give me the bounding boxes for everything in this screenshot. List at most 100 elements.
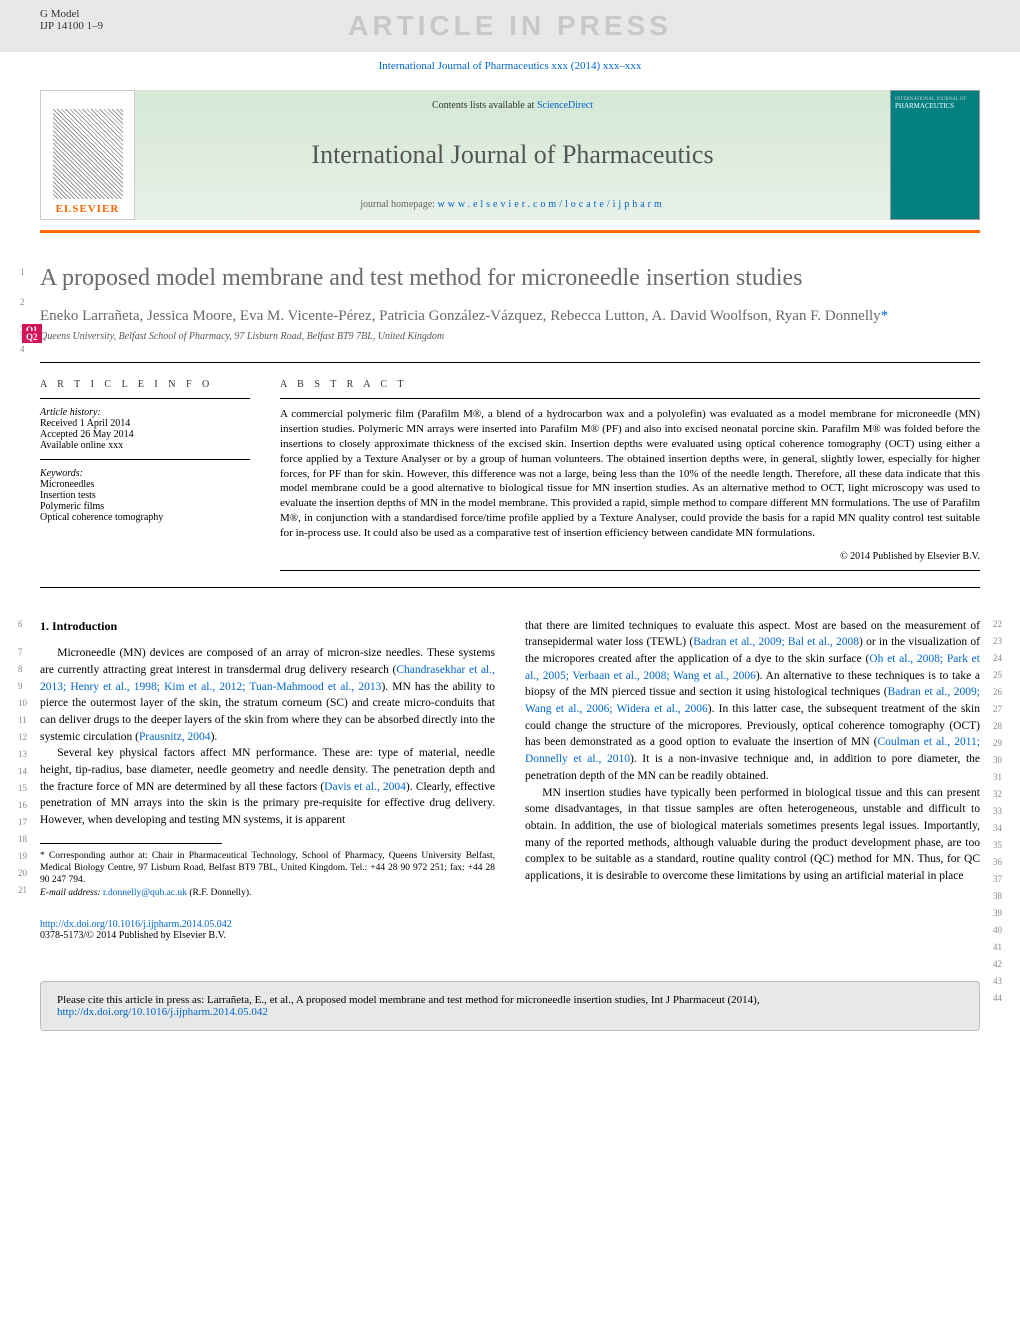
- right-paragraph-2: MN insertion studies have typically been…: [525, 785, 980, 885]
- line-num: 21: [18, 884, 27, 897]
- line-num: 25: [993, 669, 1002, 682]
- line-num: 34: [993, 822, 1002, 835]
- history-label: Article history:: [40, 407, 250, 418]
- banner-center: Contents lists available at ScienceDirec…: [135, 90, 890, 220]
- intro-paragraph-1: Microneedle (MN) devices are composed of…: [40, 645, 495, 745]
- divider: [40, 362, 980, 363]
- line-num: 6: [18, 618, 23, 631]
- divider: [40, 587, 980, 588]
- line-num: 4: [20, 344, 25, 354]
- line-num: 15: [18, 782, 27, 795]
- homepage-prefix: journal homepage:: [360, 199, 437, 210]
- ref-link[interactable]: Coulman et al., 2011; Donnelly et al., 2…: [525, 736, 980, 765]
- ref-link[interactable]: Badran et al., 2009; Bal et al., 2008: [693, 636, 859, 648]
- info-rule: [40, 398, 250, 399]
- doi-link[interactable]: http://dx.doi.org/10.1016/j.ijpharm.2014…: [40, 919, 232, 930]
- keyword: Microneedles: [40, 479, 250, 490]
- corresponding-footnote: * Corresponding author at: Chair in Phar…: [40, 850, 495, 899]
- issn-copyright: 0378-5173/© 2014 Published by Elsevier B…: [40, 930, 980, 941]
- abstract-text: A commercial polymeric film (Parafilm M®…: [280, 407, 980, 541]
- homepage-url[interactable]: www.elsevier.com/locate/ijpharm: [437, 199, 664, 210]
- article-title: A proposed model membrane and test metho…: [40, 263, 980, 294]
- email-link[interactable]: r.donnelly@qub.ac.uk: [103, 888, 187, 898]
- copyright: © 2014 Published by Elsevier B.V.: [280, 551, 980, 562]
- line-num: 26: [993, 686, 1002, 699]
- ref-link[interactable]: Prausnitz, 2004: [139, 731, 211, 743]
- footnote-rule: [40, 843, 222, 844]
- cover-title: PHARMACEUTICS: [895, 102, 975, 110]
- line-num: 8: [18, 663, 23, 676]
- abstract-heading: A B S T R A C T: [280, 379, 980, 390]
- line-num: 11: [18, 714, 27, 727]
- line-num: 29: [993, 737, 1002, 750]
- article-info-heading: A R T I C L E I N F O: [40, 379, 250, 390]
- line-num: 10: [18, 697, 27, 710]
- info-abstract-row: A R T I C L E I N F O Article history: R…: [40, 379, 980, 579]
- line-num: 24: [993, 652, 1002, 665]
- ref-link[interactable]: Badran et al., 2009; Wang et al., 2006; …: [525, 686, 980, 715]
- line-num: 31: [993, 771, 1002, 784]
- received-date: Received 1 April 2014: [40, 418, 250, 429]
- elsevier-logo: ELSEVIER: [40, 90, 135, 220]
- line-num: 28: [993, 720, 1002, 733]
- line-num: 14: [18, 765, 27, 778]
- article-in-press-watermark: ARTICLE IN PRESS: [348, 10, 672, 42]
- line-num: 12: [18, 731, 27, 744]
- line-num: 20: [18, 867, 27, 880]
- abstract-rule: [280, 398, 980, 399]
- homepage-line: journal homepage: www.elsevier.com/locat…: [145, 199, 880, 210]
- footnote-text: * Corresponding author at: Chair in Phar…: [40, 851, 495, 886]
- body-columns: 6 1. Introduction 7 8 9 10 11 12 13 14 1…: [40, 618, 980, 899]
- line-num: 19: [18, 850, 27, 863]
- line-num: 39: [993, 907, 1002, 920]
- line-num: 27: [993, 703, 1002, 716]
- elsevier-tree-icon: [53, 109, 123, 199]
- right-column: 22 23 24 25 26 27 28 29 30 31 32 33 34 3…: [525, 618, 980, 899]
- journal-cover-thumbnail: INTERNATIONAL JOURNAL OF PHARMACEUTICS: [890, 90, 980, 220]
- abstract-column: A B S T R A C T A commercial polymeric f…: [280, 379, 980, 579]
- line-num: 43: [993, 975, 1002, 988]
- line-num: 13: [18, 748, 27, 761]
- line-num: 37: [993, 873, 1002, 886]
- running-citation: International Journal of Pharmaceutics x…: [0, 52, 1020, 80]
- ref-link[interactable]: Chandrasekhar et al., 2013; Henry et al.…: [40, 664, 495, 693]
- elsevier-text: ELSEVIER: [56, 203, 120, 215]
- line-num: 1: [20, 267, 25, 277]
- line-num: 30: [993, 754, 1002, 767]
- line-num: 32: [993, 788, 1002, 801]
- top-header: G Model IJP 14100 1–9 ARTICLE IN PRESS: [0, 0, 1020, 52]
- line-num: 23: [993, 635, 1002, 648]
- section-1-heading: 1. Introduction: [40, 618, 495, 635]
- line-num: 35: [993, 839, 1002, 852]
- keywords-label: Keywords:: [40, 468, 250, 479]
- keyword: Polymeric films: [40, 501, 250, 512]
- line-num: 42: [993, 958, 1002, 971]
- main-content: 1 2 A proposed model membrane and test m…: [0, 233, 1020, 961]
- affiliation: Queens University, Belfast School of Pha…: [40, 331, 980, 342]
- doi-block: http://dx.doi.org/10.1016/j.ijpharm.2014…: [40, 919, 980, 941]
- line-num: 33: [993, 805, 1002, 818]
- line-num: 7: [18, 646, 23, 659]
- line-num: 38: [993, 890, 1002, 903]
- ref-link[interactable]: Oh et al., 2008; Park et al., 2005; Verb…: [525, 653, 980, 682]
- keyword: Optical coherence tomography: [40, 512, 250, 523]
- right-paragraph-1: that there are limited techniques to eva…: [525, 618, 980, 785]
- contents-line: Contents lists available at ScienceDirec…: [145, 100, 880, 111]
- sciencedirect-link[interactable]: ScienceDirect: [537, 100, 593, 111]
- intro-paragraph-2: Several key physical factors affect MN p…: [40, 745, 495, 828]
- line-num: 9: [18, 680, 23, 693]
- cite-doi-link[interactable]: http://dx.doi.org/10.1016/j.ijpharm.2014…: [57, 1006, 268, 1018]
- line-num: 2: [20, 297, 25, 307]
- line-num: 17: [18, 816, 27, 829]
- title-block: 1 2 A proposed model membrane and test m…: [40, 263, 980, 342]
- line-num: 41: [993, 941, 1002, 954]
- keyword: Insertion tests: [40, 490, 250, 501]
- left-column: 6 1. Introduction 7 8 9 10 11 12 13 14 1…: [40, 618, 495, 899]
- ref-link[interactable]: Davis et al., 2004: [324, 781, 406, 793]
- email-suffix: (R.F. Donnelly).: [187, 888, 251, 898]
- line-num: 16: [18, 799, 27, 812]
- line-num: 36: [993, 856, 1002, 869]
- contents-prefix: Contents lists available at: [432, 100, 537, 111]
- q2-badge: Q2: [22, 331, 42, 343]
- info-rule: [40, 459, 250, 460]
